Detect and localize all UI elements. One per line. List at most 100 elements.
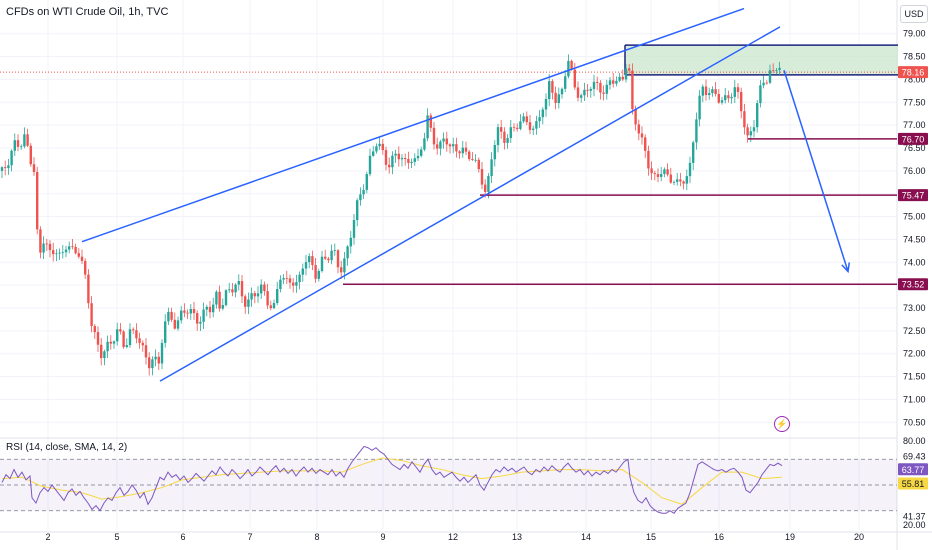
candle-139[interactable] xyxy=(445,138,448,145)
candle-239[interactable] xyxy=(765,82,768,84)
candle-7[interactable] xyxy=(23,134,26,147)
candle-193[interactable] xyxy=(618,76,621,81)
candle-228[interactable] xyxy=(730,96,733,99)
candle-211[interactable] xyxy=(676,179,679,182)
candle-235[interactable] xyxy=(752,127,756,132)
candle-6[interactable] xyxy=(20,146,23,148)
candle-51[interactable] xyxy=(164,321,167,343)
candle-173[interactable] xyxy=(554,92,557,104)
candle-153[interactable] xyxy=(490,159,493,177)
candle-90[interactable] xyxy=(288,278,292,283)
candle-202[interactable] xyxy=(647,150,650,169)
candle-226[interactable] xyxy=(724,95,727,101)
candle-158[interactable] xyxy=(506,138,509,143)
candle-67[interactable] xyxy=(215,291,218,305)
candle-128[interactable] xyxy=(410,161,413,163)
candle-15[interactable] xyxy=(48,243,52,251)
rsi-pane[interactable] xyxy=(0,445,897,514)
candle-216[interactable] xyxy=(692,142,695,163)
candle-151[interactable] xyxy=(484,184,487,192)
candle-37[interactable] xyxy=(119,329,122,332)
candle-114[interactable] xyxy=(365,174,368,190)
candle-68[interactable] xyxy=(218,291,221,309)
candle-96[interactable] xyxy=(308,256,311,263)
candle-18[interactable] xyxy=(58,252,61,254)
candles[interactable] xyxy=(0,54,781,376)
candle-91[interactable] xyxy=(292,282,295,286)
candle-231[interactable] xyxy=(740,91,743,112)
candle-152[interactable] xyxy=(487,176,490,192)
candle-121[interactable] xyxy=(388,164,391,168)
candle-220[interactable] xyxy=(704,86,708,96)
candle-60[interactable] xyxy=(192,309,196,314)
candle-69[interactable] xyxy=(221,305,224,309)
candle-243[interactable] xyxy=(778,67,781,70)
candle-209[interactable] xyxy=(669,174,672,183)
candle-104[interactable] xyxy=(333,250,336,252)
candle-38[interactable] xyxy=(122,331,125,348)
supply-zone-fill[interactable] xyxy=(625,45,898,75)
candle-112[interactable] xyxy=(359,194,362,201)
candle-24[interactable] xyxy=(77,253,80,257)
candle-135[interactable] xyxy=(432,127,436,145)
candle-225[interactable] xyxy=(720,100,724,103)
candle-200[interactable] xyxy=(640,133,644,138)
candle-103[interactable] xyxy=(330,250,333,261)
candle-162[interactable] xyxy=(519,121,522,129)
candle-80[interactable] xyxy=(256,293,260,297)
candle-214[interactable] xyxy=(685,176,688,184)
candle-87[interactable] xyxy=(279,279,282,290)
candle-175[interactable] xyxy=(560,88,564,95)
candle-61[interactable] xyxy=(196,313,199,324)
candle-86[interactable] xyxy=(276,289,279,304)
candle-102[interactable] xyxy=(327,258,330,261)
candle-46[interactable] xyxy=(148,357,151,369)
candle-129[interactable] xyxy=(413,158,416,162)
candle-230[interactable] xyxy=(736,87,740,92)
candle-93[interactable] xyxy=(298,274,301,283)
candle-169[interactable] xyxy=(541,109,544,118)
candle-33[interactable] xyxy=(106,341,109,352)
candle-155[interactable] xyxy=(496,127,500,146)
candle-137[interactable] xyxy=(439,141,442,149)
candle-219[interactable] xyxy=(701,86,704,96)
candle-154[interactable] xyxy=(493,145,496,160)
candle-27[interactable] xyxy=(87,274,90,304)
candle-176[interactable] xyxy=(564,76,567,89)
candle-57[interactable] xyxy=(183,310,186,313)
candle-240[interactable] xyxy=(768,70,772,83)
candle-145[interactable] xyxy=(464,147,468,152)
candle-73[interactable] xyxy=(234,284,237,293)
candle-133[interactable] xyxy=(426,115,429,139)
candle-125[interactable] xyxy=(400,158,404,160)
candle-63[interactable] xyxy=(202,309,205,322)
candle-140[interactable] xyxy=(448,144,452,147)
candle-56[interactable] xyxy=(180,310,183,321)
candle-232[interactable] xyxy=(743,111,746,128)
candle-66[interactable] xyxy=(212,304,215,313)
candle-146[interactable] xyxy=(468,151,471,160)
candle-207[interactable] xyxy=(663,169,666,174)
candle-131[interactable] xyxy=(420,149,423,156)
candle-126[interactable] xyxy=(404,158,407,160)
candle-97[interactable] xyxy=(311,256,314,266)
candle-100[interactable] xyxy=(320,256,324,272)
candle-181[interactable] xyxy=(580,95,583,98)
candle-212[interactable] xyxy=(679,179,682,182)
candle-35[interactable] xyxy=(112,341,116,344)
candle-76[interactable] xyxy=(244,296,247,307)
rsi-sma-line[interactable] xyxy=(1,457,783,505)
candle-17[interactable] xyxy=(55,253,58,255)
candle-205[interactable] xyxy=(656,174,660,177)
candle-186[interactable] xyxy=(596,81,599,83)
candle-223[interactable] xyxy=(714,89,717,94)
candle-25[interactable] xyxy=(80,256,84,261)
candle-81[interactable] xyxy=(260,284,263,294)
candle-9[interactable] xyxy=(29,145,32,165)
candle-98[interactable] xyxy=(314,265,317,279)
currency-badge[interactable]: USD xyxy=(900,5,928,23)
candle-197[interactable] xyxy=(631,70,634,110)
lightning-icon[interactable]: ⚡ xyxy=(774,416,790,432)
candle-138[interactable] xyxy=(442,138,445,142)
candle-157[interactable] xyxy=(503,131,506,143)
